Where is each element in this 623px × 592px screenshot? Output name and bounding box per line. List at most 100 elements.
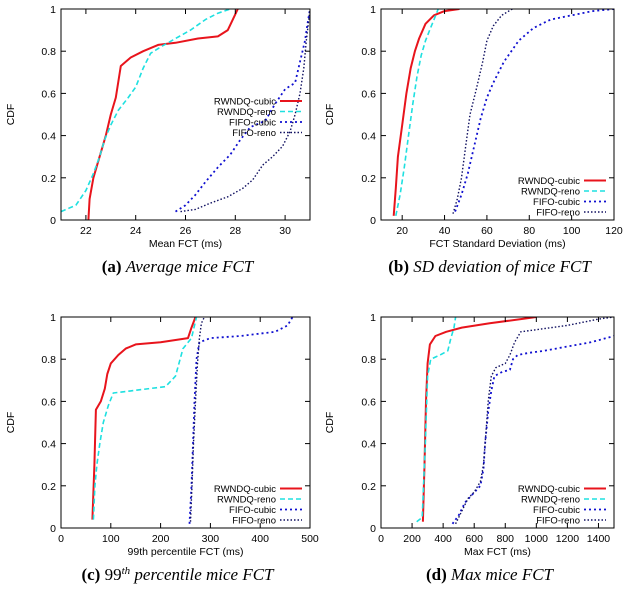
series-line-rwndq-reno [61, 9, 231, 213]
x-axis-label: FCT Standard Deviation (ms) [429, 238, 565, 250]
series-line-rwndq-reno [395, 9, 439, 216]
subfigure-caption: (c) 99th percentile mice FCT [81, 565, 275, 584]
y-tick-label: 0.8 [361, 46, 376, 58]
legend-label: FIFO-cubic [229, 118, 276, 129]
series-line-rwndq-cubic [87, 9, 239, 220]
x-tick-label: 60 [481, 225, 493, 237]
x-tick-label: 80 [523, 225, 535, 237]
x-tick-label: 20 [396, 225, 408, 237]
plot-frame [60, 316, 311, 529]
subfigure-caption: (b) SD deviation of mice FCT [388, 257, 592, 276]
y-tick-label: 1 [50, 4, 56, 16]
series-line-fifo-cubic [451, 335, 614, 525]
x-tick-label: 800 [497, 533, 515, 545]
x-axis-label: Mean FCT (ms) [149, 238, 222, 250]
series-line-fifo-cubic [454, 9, 614, 212]
y-tick-label: 0 [50, 523, 56, 535]
y-axis-label: CDF [5, 412, 17, 434]
x-tick-label: 0 [378, 533, 384, 545]
x-tick-label: 0 [58, 533, 64, 545]
caption-text: percentile mice FCT [130, 565, 275, 584]
y-axis-label: CDF [5, 104, 17, 126]
y-tick-label: 0.2 [361, 173, 376, 185]
chart-panel-a: 22 24 26 28 30 0 0.2 0.4 0.6 0.8 1 Mean FCT (ms) CDF… [5, 4, 311, 276]
y-tick-label: 0 [50, 215, 56, 227]
y-tick-label: 0.4 [41, 439, 56, 451]
y-tick-label: 0.8 [41, 354, 56, 366]
series-line-fifo-reno [180, 9, 310, 213]
y-tick-label: 0.6 [41, 396, 56, 408]
y-tick-label: 0 [370, 215, 376, 227]
y-tick-label: 0.6 [41, 88, 56, 100]
x-tick-label: 22 [80, 225, 92, 237]
legend-label: FIFO-cubic [229, 505, 276, 516]
x-tick-label: 200 [403, 533, 421, 545]
legend-label: RWNDQ-cubic [214, 484, 276, 495]
subfigure-caption: (a) Average mice FCT [102, 257, 255, 276]
series-line-fifo-cubic [175, 9, 310, 213]
y-tick-label: 1 [370, 4, 376, 16]
x-tick-label: 1000 [525, 533, 549, 545]
legend-label: RWNDQ-cubic [518, 484, 580, 495]
series-line-fifo-reno [452, 9, 513, 214]
plot-frame [380, 8, 615, 221]
x-tick-label: 120 [605, 225, 623, 237]
y-tick-label: 0.6 [361, 396, 376, 408]
chart-panel-d: 0 200 400 600 800 1000 1200 1400 0 0.2 0.4 0.6 0.8 1 M… [324, 312, 615, 584]
y-axis-label: CDF [324, 412, 336, 434]
y-tick-label: 0.6 [361, 88, 376, 100]
series-line-fifo-reno [454, 317, 614, 525]
legend-label: FIFO-cubic [533, 505, 580, 516]
x-tick-label: 500 [301, 533, 319, 545]
legend-label: FIFO-reno [536, 516, 580, 527]
x-tick-label: 24 [130, 225, 142, 237]
y-tick-label: 0.4 [361, 439, 376, 451]
x-tick-label: 400 [434, 533, 452, 545]
series-line-rwndq-cubic [91, 317, 197, 520]
legend-label: RWNDQ-reno [217, 107, 276, 118]
legend-label: RWNDQ-cubic [518, 176, 580, 187]
legend-label: RWNDQ-reno [521, 187, 580, 198]
x-tick-label: 100 [563, 225, 581, 237]
x-tick-label: 300 [202, 533, 220, 545]
series-line-fifo-reno [189, 317, 206, 522]
y-tick-label: 1 [50, 312, 56, 324]
legend-label: RWNDQ-reno [521, 495, 580, 506]
legend-label: FIFO-reno [232, 128, 276, 139]
series-line-rwndq-cubic [392, 9, 460, 216]
y-tick-label: 0.2 [41, 173, 56, 185]
caption-tag: (b) [388, 257, 413, 276]
y-tick-label: 0.4 [41, 131, 56, 143]
y-axis-label: CDF [324, 104, 336, 126]
y-tick-label: 1 [370, 312, 376, 324]
x-tick-label: 1400 [587, 533, 611, 545]
legend-label: RWNDQ-reno [217, 495, 276, 506]
x-tick-label: 100 [102, 533, 120, 545]
y-tick-label: 0.8 [361, 354, 376, 366]
legend-label: RWNDQ-cubic [214, 97, 276, 108]
x-axis-label: Max FCT (ms) [464, 546, 531, 558]
caption-text: Average mice FCT [125, 257, 255, 276]
x-axis-label: 99th percentile FCT (ms) [128, 546, 244, 558]
x-tick-label: 26 [180, 225, 192, 237]
caption-tag: (a) [102, 257, 126, 276]
caption-tag: (d) [426, 565, 451, 584]
y-tick-label: 0.4 [361, 131, 376, 143]
legend-label: FIFO-reno [232, 516, 276, 527]
plot-frame [380, 316, 615, 529]
caption-text: Max mice FCT [450, 565, 555, 584]
y-tick-label: 0 [370, 523, 376, 535]
legend-label: FIFO-reno [536, 208, 580, 219]
y-tick-label: 0.8 [41, 46, 56, 58]
x-tick-label: 200 [152, 533, 170, 545]
x-tick-label: 400 [251, 533, 269, 545]
y-tick-label: 0.2 [361, 481, 376, 493]
chart-panel-c: 0 100 200 300 400 500 0 0.2 0.4 0.6 0.8 1 99th perce… [5, 312, 319, 584]
caption-text: SD deviation of mice FCT [413, 257, 592, 276]
y-tick-label: 0.2 [41, 481, 56, 493]
x-tick-label: 30 [279, 225, 291, 237]
caption-number: 99 [105, 565, 122, 584]
legend-label: FIFO-cubic [533, 197, 580, 208]
chart-panel-b: 20 40 60 80 100 120 0 0.2 0.4 0.6 0.8 1 FCT Standard… [324, 4, 623, 276]
